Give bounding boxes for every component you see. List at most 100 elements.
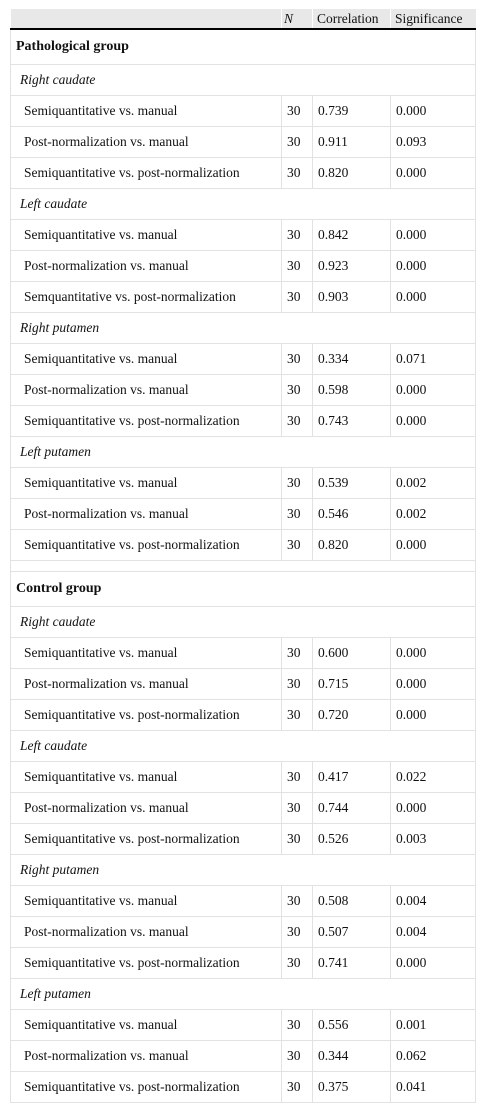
- region-title: Right caudate: [10, 64, 476, 96]
- comparison-cell: Semiquantitative vs. manual: [10, 467, 282, 499]
- comparison-cell: Semiquantitative vs. post-normalization: [10, 157, 282, 189]
- significance-cell: 0.000: [390, 792, 476, 824]
- significance-cell: 0.022: [390, 761, 476, 793]
- significance-cell: 0.000: [390, 95, 476, 127]
- correlation-cell: 0.842: [312, 219, 391, 251]
- comparison-cell: Semiquantitative vs. manual: [10, 761, 282, 793]
- correlation-cell: 0.911: [312, 126, 391, 158]
- correlation-cell: 0.744: [312, 792, 391, 824]
- table-row: Semiquantitative vs. manual 30 0.539 0.002: [10, 467, 476, 499]
- n-cell: 30: [281, 405, 313, 437]
- significance-cell: 0.093: [390, 126, 476, 158]
- region-title: Right putamen: [10, 854, 476, 886]
- n-cell: 30: [281, 885, 313, 917]
- significance-cell: 0.000: [390, 947, 476, 979]
- significance-cell: 0.004: [390, 885, 476, 917]
- n-cell: 30: [281, 637, 313, 669]
- n-cell: 30: [281, 823, 313, 855]
- region-title: Right caudate: [10, 606, 476, 638]
- table-row: Post-normalization vs. manual 30 0.911 0.09…: [10, 126, 476, 158]
- n-cell: 30: [281, 95, 313, 127]
- comparison-cell: Semiquantitative vs. manual: [10, 637, 282, 669]
- table-row: Semiquantitative vs. post-normalization 3…: [10, 529, 476, 561]
- correlation-cell: 0.508: [312, 885, 391, 917]
- comparison-cell: Semiquantitative vs. post-normalization: [10, 405, 282, 437]
- comparison-cell: Semquantitative vs. post-normalization: [10, 281, 282, 313]
- significance-cell: 0.000: [390, 699, 476, 731]
- significance-cell: 0.001: [390, 1009, 476, 1041]
- significance-cell: 0.000: [390, 637, 476, 669]
- n-cell: 30: [281, 157, 313, 189]
- n-cell: 30: [281, 281, 313, 313]
- significance-cell: 0.004: [390, 916, 476, 948]
- significance-cell: 0.002: [390, 498, 476, 530]
- table-row: Semiquantitative vs. manual 30 0.739 0.000: [10, 95, 476, 127]
- significance-cell: 0.000: [390, 219, 476, 251]
- region-heading-row: Left caudate: [10, 188, 476, 220]
- header-label: [10, 9, 282, 30]
- correlation-cell: 0.546: [312, 498, 391, 530]
- group-title: Control group: [10, 571, 476, 607]
- comparison-cell: Post-normalization vs. manual: [10, 916, 282, 948]
- n-cell: 30: [281, 1071, 313, 1103]
- comparison-cell: Post-normalization vs. manual: [10, 250, 282, 282]
- table-row: Semiquantitative vs. manual 30 0.417 0.022: [10, 761, 476, 793]
- n-cell: 30: [281, 467, 313, 499]
- table-row: Semiquantitative vs. post-normalization 3…: [10, 405, 476, 437]
- comparison-cell: Post-normalization vs. manual: [10, 792, 282, 824]
- table-row: Semiquantitative vs. manual 30 0.600 0.000: [10, 637, 476, 669]
- region-heading-row: Right caudate: [10, 606, 476, 638]
- table-row: Post-normalization vs. manual 30 0.744 0.00…: [10, 792, 476, 824]
- significance-cell: 0.000: [390, 157, 476, 189]
- significance-cell: 0.071: [390, 343, 476, 375]
- comparison-cell: Semiquantitative vs. post-normalization: [10, 947, 282, 979]
- correlation-table: N Correlation Significance Pathological …: [10, 9, 476, 1103]
- comparison-cell: Semiquantitative vs. post-normalization: [10, 823, 282, 855]
- comparison-cell: Post-normalization vs. manual: [10, 498, 282, 530]
- n-cell: 30: [281, 792, 313, 824]
- comparison-cell: Semiquantitative vs. post-normalization: [10, 699, 282, 731]
- comparison-cell: Semiquantitative vs. manual: [10, 219, 282, 251]
- table-row: Semquantitative vs. post-normalization 30…: [10, 281, 476, 313]
- significance-cell: 0.002: [390, 467, 476, 499]
- correlation-cell: 0.743: [312, 405, 391, 437]
- spacer-cell: [10, 560, 476, 572]
- significance-cell: 0.003: [390, 823, 476, 855]
- table-row: Semiquantitative vs. post-normalization 3…: [10, 947, 476, 979]
- significance-cell: 0.000: [390, 668, 476, 700]
- n-cell: 30: [281, 699, 313, 731]
- comparison-cell: Semiquantitative vs. post-normalization: [10, 529, 282, 561]
- comparison-cell: Semiquantitative vs. manual: [10, 95, 282, 127]
- significance-cell: 0.000: [390, 250, 476, 282]
- region-title: Left caudate: [10, 188, 476, 220]
- n-cell: 30: [281, 498, 313, 530]
- significance-cell: 0.000: [390, 281, 476, 313]
- table-row: Semiquantitative vs. post-normalization 3…: [10, 823, 476, 855]
- comparison-cell: Semiquantitative vs. manual: [10, 885, 282, 917]
- table-row: Post-normalization vs. manual 30 0.344 0.06…: [10, 1040, 476, 1072]
- correlation-cell: 0.556: [312, 1009, 391, 1041]
- correlation-cell: 0.739: [312, 95, 391, 127]
- correlation-cell: 0.820: [312, 157, 391, 189]
- table-row: Semiquantitative vs. manual 30 0.556 0.001: [10, 1009, 476, 1041]
- region-heading-row: Right putamen: [10, 312, 476, 344]
- correlation-cell: 0.600: [312, 637, 391, 669]
- n-cell: 30: [281, 219, 313, 251]
- correlation-cell: 0.903: [312, 281, 391, 313]
- group-heading-row: Pathological group: [10, 29, 476, 65]
- table-row: Semiquantitative vs. manual 30 0.334 0.071: [10, 343, 476, 375]
- n-cell: 30: [281, 668, 313, 700]
- region-title: Right putamen: [10, 312, 476, 344]
- region-heading-row: Left putamen: [10, 978, 476, 1010]
- header-row: N Correlation Significance: [10, 9, 476, 30]
- header-n: N: [281, 9, 313, 30]
- correlation-cell: 0.820: [312, 529, 391, 561]
- region-title: Left caudate: [10, 730, 476, 762]
- significance-cell: 0.041: [390, 1071, 476, 1103]
- region-heading-row: Right caudate: [10, 64, 476, 96]
- comparison-cell: Post-normalization vs. manual: [10, 668, 282, 700]
- significance-cell: 0.062: [390, 1040, 476, 1072]
- table-row: Semiquantitative vs. manual 30 0.842 0.000: [10, 219, 476, 251]
- n-cell: 30: [281, 343, 313, 375]
- correlation-table-container: N Correlation Significance Pathological …: [10, 9, 476, 1103]
